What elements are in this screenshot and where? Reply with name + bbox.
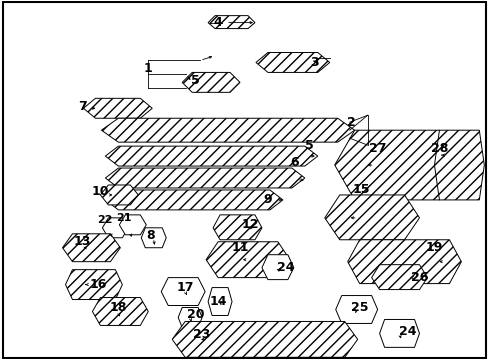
Polygon shape [433,130,483,200]
Text: 5: 5 [305,139,314,152]
Polygon shape [324,195,419,240]
Polygon shape [379,319,419,347]
Polygon shape [161,278,204,306]
Text: 4: 4 [213,16,222,29]
Text: 13: 13 [74,235,91,248]
Text: 9: 9 [263,193,272,206]
Polygon shape [208,15,254,28]
Text: 19: 19 [425,241,442,254]
Polygon shape [62,234,120,262]
Polygon shape [335,296,377,323]
Polygon shape [92,298,148,325]
Polygon shape [208,288,232,315]
Polygon shape [141,228,166,248]
Polygon shape [100,185,138,205]
Polygon shape [262,255,293,280]
Text: 17: 17 [176,281,194,294]
Text: 2: 2 [346,116,355,129]
Polygon shape [178,307,202,328]
Polygon shape [182,72,240,92]
Text: 15: 15 [352,184,369,197]
Text: 16: 16 [89,278,107,291]
Text: 7: 7 [78,100,87,113]
Text: 20: 20 [187,308,204,321]
Text: 6: 6 [290,156,299,168]
Text: 10: 10 [91,185,109,198]
Polygon shape [65,270,122,300]
Polygon shape [172,321,357,357]
Text: 3: 3 [310,56,319,69]
Text: 22: 22 [97,215,112,225]
Polygon shape [371,265,427,289]
Text: 21: 21 [116,213,132,223]
Polygon shape [101,118,354,142]
Polygon shape [213,215,262,240]
Polygon shape [105,190,283,210]
Text: 24: 24 [277,261,294,274]
Text: 26: 26 [410,271,427,284]
Polygon shape [205,242,289,278]
Text: 8: 8 [145,229,154,242]
Polygon shape [105,146,317,166]
Polygon shape [119,215,146,235]
Text: 23: 23 [193,328,210,341]
Text: 14: 14 [209,295,226,308]
Text: 1: 1 [143,62,152,75]
Text: 28: 28 [430,141,447,155]
Text: 12: 12 [241,218,258,231]
Text: 18: 18 [109,301,127,314]
Text: 25: 25 [350,301,367,314]
Text: 24: 24 [398,325,415,338]
Text: 27: 27 [368,141,386,155]
Polygon shape [334,130,458,200]
Polygon shape [102,218,128,238]
Text: 5: 5 [190,74,199,87]
Polygon shape [83,98,152,118]
Polygon shape [105,168,304,188]
Polygon shape [347,240,461,284]
Polygon shape [255,53,329,72]
Text: 11: 11 [231,241,248,254]
